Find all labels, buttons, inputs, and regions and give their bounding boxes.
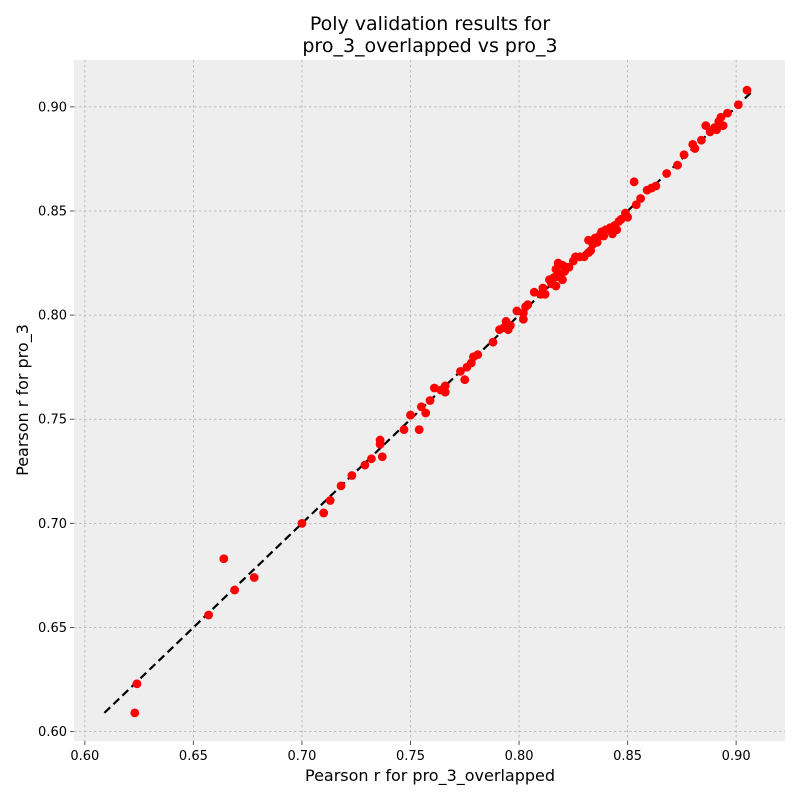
- y-axis-label: Pearson r for pro_3: [13, 324, 33, 476]
- y-tick-label: 0.60: [38, 725, 67, 740]
- chart-title-line-1: Poly validation results for: [310, 13, 551, 35]
- data-point: [662, 169, 672, 178]
- data-point: [718, 121, 728, 131]
- data-point: [473, 350, 483, 360]
- data-point: [723, 108, 732, 118]
- data-point: [558, 275, 567, 285]
- grid-lines: [74, 60, 785, 741]
- data-point: [204, 610, 214, 620]
- x-tick-label: 0.80: [505, 749, 534, 764]
- x-axis-label: Pearson r for pro_3_overlapped: [305, 766, 555, 786]
- data-point: [297, 518, 307, 528]
- data-point: [360, 460, 370, 470]
- data-point: [399, 425, 409, 435]
- data-point: [375, 439, 385, 449]
- data-point: [319, 508, 329, 518]
- data-point: [440, 381, 450, 391]
- data-point: [488, 337, 498, 347]
- data-point: [540, 289, 550, 299]
- y-tick-label: 0.65: [38, 621, 67, 636]
- data-point: [377, 452, 387, 462]
- y-tick-label: 0.75: [38, 413, 67, 428]
- data-point: [733, 100, 743, 110]
- x-tick-label: 0.65: [179, 749, 208, 764]
- y-tick-label: 0.80: [38, 309, 67, 324]
- data-point: [701, 121, 711, 131]
- data-points: [130, 85, 752, 718]
- data-point: [249, 573, 259, 582]
- data-point: [697, 135, 706, 145]
- data-point: [629, 177, 639, 187]
- y-tick-label: 0.85: [38, 204, 67, 219]
- data-point: [612, 225, 622, 235]
- data-point: [523, 300, 533, 310]
- data-point: [230, 585, 240, 595]
- data-point: [518, 314, 528, 324]
- data-point: [716, 112, 726, 122]
- data-point: [742, 85, 752, 95]
- data-point: [414, 425, 424, 435]
- data-point: [636, 194, 646, 203]
- data-point: [673, 160, 682, 170]
- x-tick-label: 0.70: [287, 749, 316, 764]
- data-point: [631, 200, 641, 210]
- data-point: [460, 375, 470, 385]
- chart-title-line-2: pro_3_overlapped vs pro_3: [302, 35, 557, 57]
- data-point: [132, 679, 142, 689]
- data-point: [325, 496, 335, 505]
- data-point: [690, 144, 700, 153]
- data-point: [219, 554, 229, 564]
- x-tick-label: 0.75: [396, 749, 425, 764]
- data-point: [679, 150, 689, 160]
- y-tick-label: 0.90: [38, 100, 67, 115]
- data-point: [505, 321, 515, 330]
- data-point: [456, 366, 465, 376]
- data-point: [130, 708, 140, 718]
- data-point: [440, 387, 450, 397]
- x-tick-label: 0.60: [70, 749, 99, 764]
- data-point: [336, 481, 346, 491]
- data-point: [416, 402, 426, 412]
- axis-ticks: 0.60 0.65 0.70 0.75 0.80 0.85 0.90 0.60 0.65 0.70…: [38, 100, 751, 764]
- y-tick-label: 0.70: [38, 517, 67, 532]
- data-point: [564, 262, 574, 272]
- data-point: [347, 471, 357, 480]
- x-tick-label: 0.85: [613, 749, 642, 764]
- data-point: [551, 281, 561, 291]
- data-point: [623, 212, 633, 222]
- data-point: [712, 125, 722, 135]
- data-point: [406, 410, 415, 420]
- data-point: [421, 408, 431, 418]
- data-point: [425, 396, 435, 405]
- data-point: [367, 454, 376, 464]
- x-tick-label: 0.90: [722, 749, 751, 764]
- data-point: [651, 181, 661, 191]
